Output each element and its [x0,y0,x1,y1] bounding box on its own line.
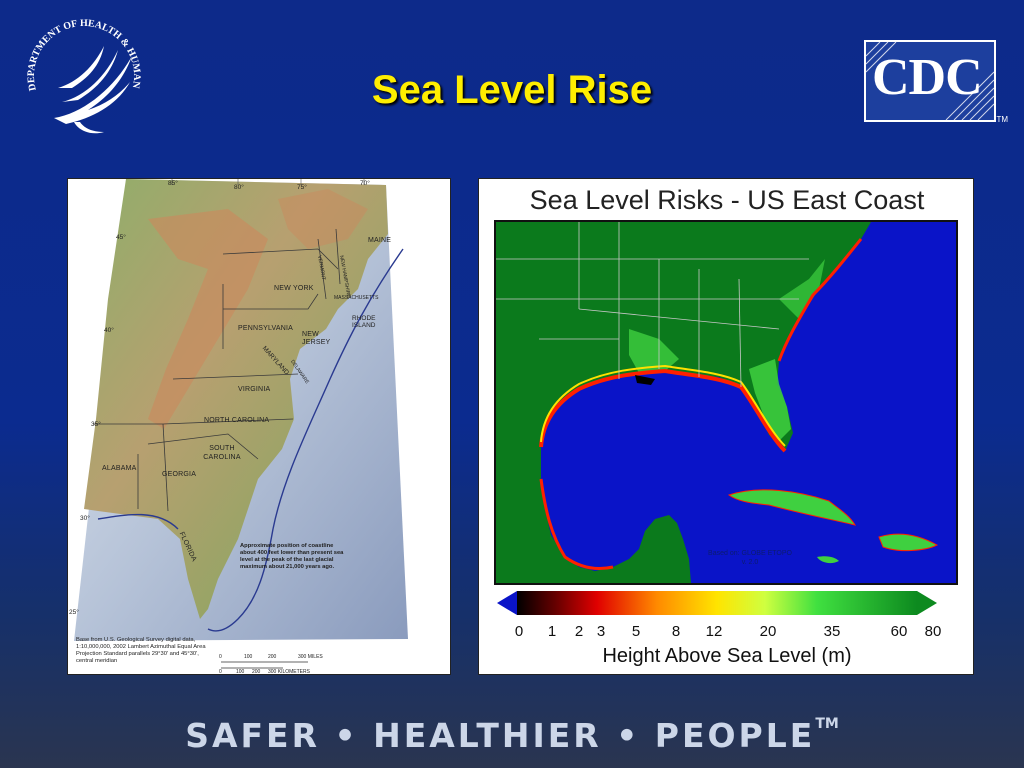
legend-tick: 2 [574,623,584,640]
latitude-label: 30° [80,515,90,522]
source-note: Base from U.S. Geological Survey digital… [76,637,206,664]
state-label-alabama: ALABAMA [102,465,137,472]
legend-tick: 80 [924,623,942,640]
legend-tick: 0 [514,623,524,640]
latitude-label: 40° [104,327,114,334]
state-label-south-carolina: SOUTH CAROLINA [203,445,241,461]
slide-footer: SAFER • HEALTHIER • PEOPLETM [0,716,1024,755]
footer-tagline: SAFER • HEALTHIER • PEOPLE [185,716,816,755]
longitude-label: 85° [168,180,178,187]
longitude-label: 75° [297,184,307,191]
risk-map-svg [494,220,958,615]
legend-tick: 1 [547,623,557,640]
legend-tick: 8 [671,623,681,640]
scale-km-tick: 100 [236,669,245,675]
east-coast-terrain-svg [68,179,450,674]
data-source-label: Based on: GLOBE ETOPO v. 2.0 [708,550,792,566]
latitude-label: 45° [116,234,126,241]
slide-title: Sea Level Rise [371,68,653,112]
latitude-label: 35° [91,421,101,428]
scale-miles-tick: 0 [219,654,222,660]
legend-tick: 12 [705,623,723,640]
scale-miles-tick: 100 [244,654,253,660]
scale-miles-tick: 200 [268,654,277,660]
sea-level-risk-map: Sea Level Risks - US East Coast [478,178,974,675]
state-label-rhode-island: RHODE ISLAND [352,315,376,329]
legend-title: Height Above Sea Level (m) [602,645,852,667]
state-label-new-jersey: NEW JERSEY [302,331,331,346]
cdc-logo: CDC TM [864,40,1008,124]
legend-tick: 3 [596,623,606,640]
state-label-virginia: VIRGINIA [238,386,271,393]
coastline-note: Approximate position of coastline about … [240,543,344,570]
longitude-label: 70° [360,180,370,187]
state-label-maine: MAINE [368,237,392,244]
east-coast-glacial-map: 85° 80° 75° 70° 45° 40° 35° 30° 25° MAIN… [67,178,451,675]
legend-tick: 5 [631,623,641,640]
state-label-georgia: GEORGIA [162,471,197,478]
risk-map-title: Sea Level Risks - US East Coast [529,185,925,215]
hhs-logo: DEPARTMENT OF HEALTH & HUMAN SERVICES • … [10,10,154,148]
scale-km-tick: 300 KILOMETERS [268,669,310,675]
state-label-massachusetts: MASSACHUSETTS [334,295,379,301]
footer-trademark: TM [815,716,839,732]
legend-tick: 20 [759,623,777,640]
state-label-north-carolina: NORTH CAROLINA [204,417,270,424]
cdc-logo-text: CDC [872,49,983,106]
scale-km-tick: 0 [219,669,222,675]
latitude-label: 25° [69,609,79,616]
scale-km-tick: 200 [252,669,261,675]
cdc-trademark: TM [996,115,1008,124]
longitude-label: 80° [234,184,244,191]
legend-tick: 60 [890,623,908,640]
legend-tick: 35 [823,623,841,640]
scale-miles-tick: 300 MILES [298,654,323,660]
state-label-new-york: NEW YORK [274,285,314,292]
state-label-pennsylvania: PENNSYLVANIA [238,325,294,332]
